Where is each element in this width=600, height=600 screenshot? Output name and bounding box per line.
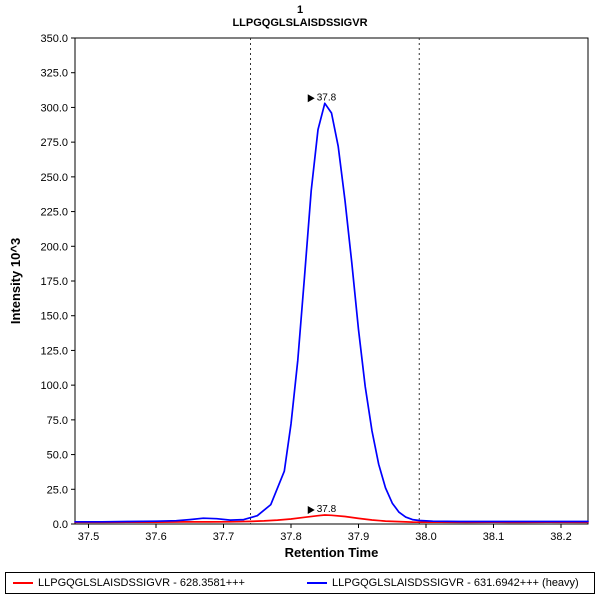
y-tick-label: 25.0 [47,484,68,496]
peak-arrow-icon [307,94,315,103]
plot-border [74,37,589,525]
x-axis-title: Retention Time [285,545,379,560]
y-tick-label: 250.0 [40,172,68,184]
y-tick-label: 200.0 [40,241,68,253]
chart-title-peptide: LLPGQGLSLAISDSSIGVR [232,17,368,29]
legend-line-heavy-icon [307,582,327,584]
y-axis-title: Intensity 10^3 [8,238,23,324]
peak-rt-label: 37.8 [317,92,337,103]
x-tick-label: 37.7 [213,531,234,543]
y-tick-label: 125.0 [40,345,68,357]
x-tick-label: 38.1 [483,531,504,543]
y-tick-label: 175.0 [40,276,68,288]
y-tick-label: 325.0 [40,68,68,80]
y-tick-label: 75.0 [47,415,68,427]
x-tick-label: 37.9 [348,531,369,543]
x-tick-label: 37.6 [145,531,166,543]
peak-rt-label: 37.8 [317,504,337,515]
y-tick-label: 0.0 [53,519,68,531]
legend-label-light: LLPGQGLSLAISDSSIGVR - 628.3581+++ [38,577,245,589]
y-tick-label: 350.0 [40,33,68,45]
legend-item-heavy: LLPGQGLSLAISDSSIGVR - 631.6942+++ (heavy… [300,577,594,589]
chart-title: 1 LLPGQGLSLAISDSSIGVR [0,4,600,30]
y-tick-label: 150.0 [40,311,68,323]
legend-line-light-icon [13,582,33,584]
y-tick-label: 50.0 [47,450,68,462]
y-tick-label: 100.0 [40,380,68,392]
legend-label-heavy: LLPGQGLSLAISDSSIGVR - 631.6942+++ (heavy… [332,577,579,589]
y-tick-label: 225.0 [40,207,68,219]
x-tick-label: 37.8 [280,531,301,543]
legend-item-light: LLPGQGLSLAISDSSIGVR - 628.3581+++ [6,577,300,589]
chromatogram-plot[interactable]: 0.0 25.0 50.0 75.0 100.0 125.0 150.0 175.0 200.0… [0,0,600,566]
trace-heavy[interactable] [74,102,589,523]
x-tick-label: 38.0 [415,531,436,543]
legend: LLPGQGLSLAISDSSIGVR - 628.3581+++ LLPGQG… [5,572,595,594]
x-tick-label: 37.5 [78,531,99,543]
y-tick-label: 300.0 [40,102,68,114]
chart-title-index: 1 [296,4,304,16]
y-tick-label: 275.0 [40,137,68,149]
peak-arrow-icon [307,505,315,514]
x-tick-label: 38.2 [550,531,571,543]
